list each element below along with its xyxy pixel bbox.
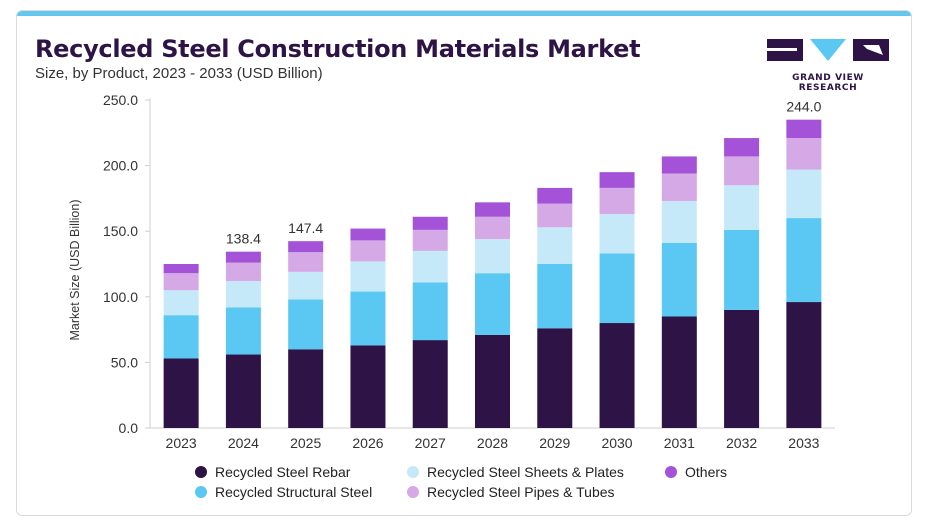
bar-segment-2031-0 [661, 316, 697, 428]
x-tick-label: 2027 [415, 435, 446, 451]
bar-segment-2028-2 [475, 239, 510, 274]
y-tick-label: 100.0 [103, 289, 138, 305]
bar-segment-2030-4 [599, 172, 635, 188]
legend-dot-rebar [195, 466, 207, 478]
bar-segment-2024-1 [225, 307, 261, 355]
bar-segment-2025-3 [288, 252, 324, 272]
legend-label-structural: Recycled Structural Steel [215, 484, 373, 500]
accent-top-bar [17, 11, 911, 16]
bar-segment-2027-4 [412, 216, 448, 230]
bar-segment-2029-2 [537, 227, 573, 264]
x-tick-label: 2023 [166, 435, 197, 451]
x-tick-label: 2026 [352, 435, 383, 451]
bar-segment-2033-1 [786, 218, 822, 303]
bar-segment-2031-2 [661, 201, 697, 244]
bar-segment-2027-1 [412, 282, 448, 341]
bar-segment-2031-4 [661, 156, 697, 174]
bar-segment-2033-4 [786, 119, 822, 139]
bar-segment-2024-3 [225, 262, 261, 282]
bar-segment-2032-0 [724, 309, 760, 428]
legend-label-sheets: Recycled Steel Sheets & Plates [427, 464, 624, 480]
bar-segment-2023-0 [163, 358, 199, 428]
y-tick-label: 0.0 [119, 420, 139, 436]
bar-segment-2033-0 [786, 302, 822, 428]
y-tick-label: 200.0 [103, 158, 138, 174]
logo-mark-icon [767, 39, 889, 61]
bar-segment-2028-3 [475, 216, 510, 240]
bar-segment-2023-1 [163, 315, 199, 359]
bar-segment-2024-0 [225, 354, 261, 428]
x-tick-label: 2024 [228, 435, 259, 451]
bar-segment-2028-0 [475, 334, 510, 428]
legend-item-others: Others [665, 464, 727, 480]
bar-segment-2025-0 [288, 349, 324, 428]
bar-segment-2029-4 [537, 187, 573, 204]
bar-segment-2028-4 [475, 202, 510, 217]
y-tick-label: 150.0 [103, 223, 138, 239]
bar-segment-2029-0 [537, 328, 573, 428]
x-tick-label: 2025 [290, 435, 321, 451]
legend-dot-pipes [407, 486, 419, 498]
x-tick-label: 2028 [477, 435, 508, 451]
bar-segment-2025-2 [288, 271, 324, 300]
legend-label-others: Others [685, 464, 728, 480]
x-tick-label: 2032 [726, 435, 757, 451]
x-tick-label: 2030 [601, 435, 632, 451]
bar-segment-2025-1 [288, 299, 324, 350]
bar-segment-2030-3 [599, 187, 635, 215]
grand-view-research-logo: GRAND VIEW RESEARCH [763, 35, 893, 93]
bar-segment-2023-4 [163, 264, 199, 274]
legend-dot-structural [195, 486, 207, 498]
bar-segment-2027-0 [412, 340, 448, 428]
bar-segment-2030-1 [599, 253, 635, 324]
bar-segment-2030-0 [599, 323, 635, 428]
data-label-2024: 138.4 [226, 231, 261, 247]
bar-segment-2024-2 [225, 281, 261, 308]
bar-segment-2026-0 [350, 345, 386, 428]
bar-segment-2026-4 [350, 228, 386, 241]
bar-segment-2027-2 [412, 250, 448, 283]
data-label-2033: 244.0 [786, 99, 821, 115]
legend-item-sheets: Recycled Steel Sheets & Plates [407, 464, 624, 480]
x-tick-label: 2029 [539, 435, 570, 451]
legend-label-pipes: Recycled Steel Pipes & Tubes [427, 484, 615, 500]
logo-text: GRAND VIEW RESEARCH [792, 73, 864, 93]
bar-segment-2027-3 [412, 229, 448, 251]
x-tick-label: 2033 [788, 435, 819, 451]
legend-dot-others [665, 466, 677, 478]
legend-dot-sheets [407, 466, 419, 478]
y-axis-label: Market Size (USD Billion) [68, 199, 82, 340]
bar-segment-2030-2 [599, 214, 635, 254]
bar-segment-2031-3 [661, 173, 697, 202]
data-label-2025: 147.4 [288, 220, 323, 236]
y-tick-label: 50.0 [111, 354, 138, 370]
bar-segment-2033-2 [786, 169, 822, 219]
bar-segment-2031-1 [661, 243, 697, 317]
chart-card: Recycled Steel Construction Materials Ma… [16, 10, 912, 516]
bar-segment-2023-2 [163, 290, 199, 316]
bar-segment-2024-4 [225, 251, 261, 263]
bar-segment-2033-3 [786, 138, 822, 170]
chart-title: Recycled Steel Construction Materials Ma… [35, 35, 641, 63]
legend-item-structural: Recycled Structural Steel [195, 484, 372, 500]
bar-segment-2026-2 [350, 261, 386, 292]
bar-segment-2032-4 [724, 138, 760, 157]
legend-item-rebar: Recycled Steel Rebar [195, 464, 350, 480]
bar-segment-2032-1 [724, 229, 760, 310]
bar-segment-2032-2 [724, 185, 760, 230]
bar-segment-2026-3 [350, 240, 386, 262]
bar-segment-2029-1 [537, 264, 573, 329]
legend-label-rebar: Recycled Steel Rebar [215, 464, 351, 480]
bar-segment-2028-1 [475, 273, 510, 335]
y-tick-label: 250.0 [103, 92, 138, 108]
legend-item-pipes: Recycled Steel Pipes & Tubes [407, 484, 615, 500]
chart-subtitle: Size, by Product, 2023 - 2033 (USD Billi… [35, 65, 323, 82]
bar-segment-2032-3 [724, 156, 760, 186]
bar-segment-2026-1 [350, 291, 386, 346]
stacked-bar-chart: 0.0 50.0 100.0 150.0 200.0 250.0 Market Size (… [68, 92, 835, 451]
bar-segment-2025-4 [288, 241, 324, 253]
bar-segment-2029-3 [537, 203, 573, 228]
x-tick-label: 2031 [664, 435, 695, 451]
bar-segment-2023-3 [163, 273, 199, 291]
